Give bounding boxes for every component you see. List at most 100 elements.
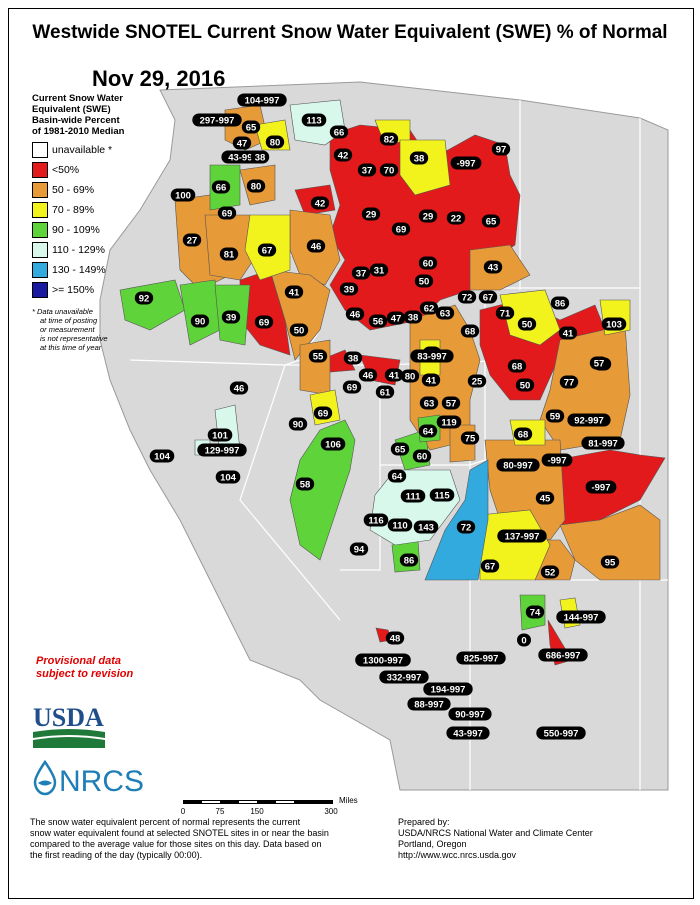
- prepared-line: USDA/NRCS National Water and Climate Cen…: [398, 828, 593, 838]
- basin-label-text: 101: [212, 430, 229, 441]
- legend-swatch: [32, 182, 48, 199]
- basin-value-label: 27: [182, 233, 202, 247]
- basin-value-label: 82: [379, 132, 399, 146]
- basin-label-badge: [384, 368, 404, 382]
- basin-label-text: 100: [175, 190, 191, 201]
- basin-value-label: 38: [403, 310, 423, 324]
- basin-label-text: 42: [338, 150, 349, 161]
- basin-label-badge: [221, 310, 241, 324]
- legend-item: 90 - 109%: [32, 222, 100, 239]
- basin-value-label: 69: [254, 315, 274, 329]
- basin-label-badge: [536, 726, 586, 740]
- nrcs-logo: NRCS: [33, 760, 144, 796]
- basin-label-badge: [541, 453, 573, 467]
- basin-label-text: 45: [540, 493, 551, 504]
- basin-label-text: 38: [414, 153, 425, 164]
- basin-value-label: 0: [517, 633, 531, 647]
- basin-value-label: 332-997: [379, 670, 429, 684]
- basin-value-label: 58: [295, 477, 315, 491]
- basin-value-label: 50: [515, 378, 535, 392]
- basin-label-badge: [320, 437, 346, 451]
- basin-label-text: 47: [391, 313, 402, 324]
- basin-label-text: 42: [315, 198, 326, 209]
- basin-label-text: 111: [406, 491, 422, 502]
- basin-label-badge: [435, 306, 455, 320]
- basin-value-label: 72: [456, 520, 476, 534]
- scale-unit: Miles: [339, 796, 358, 805]
- basin-label-text: 50: [419, 276, 430, 287]
- basin-label-text: 47: [237, 138, 248, 149]
- basin-label-badge: [421, 373, 441, 387]
- basin-label-badge: [478, 290, 498, 304]
- basin-value-label: 104-997: [237, 93, 287, 107]
- basin-value-label: 22: [446, 211, 466, 225]
- basin-label-text: 41: [389, 370, 400, 381]
- basin-value-label: 68: [460, 324, 480, 338]
- basin-label-badge: [211, 180, 231, 194]
- basin-label-text: 29: [423, 211, 434, 222]
- basin-label-badge: [308, 349, 328, 363]
- basin-label-badge: [540, 565, 560, 579]
- basin-label-badge: [419, 396, 439, 410]
- basin-label-badge: [483, 260, 503, 274]
- legend-label: >= 150%: [52, 284, 95, 296]
- basin-label-badge: [418, 256, 438, 270]
- basin-value-label: 106: [320, 437, 346, 451]
- basin-label-badge: [379, 132, 399, 146]
- basin-value-label: 113: [301, 113, 327, 127]
- usda-logo-text: USDA: [33, 704, 104, 732]
- basin-value-label: 38: [250, 150, 270, 164]
- basin-label-badge: [219, 247, 239, 261]
- basin-label-text: 43-997: [453, 728, 483, 739]
- basin-label-badge: [581, 436, 625, 450]
- basin-label-badge: [342, 380, 362, 394]
- basin-value-label: 50: [414, 274, 434, 288]
- basin-value-label: 69: [342, 380, 362, 394]
- legend-swatch: [32, 282, 48, 299]
- prepared-by: Prepared by: USDA/NRCS National Water an…: [398, 817, 658, 861]
- basin-label-text: 116: [368, 515, 383, 526]
- basin-label-badge: [379, 670, 429, 684]
- basin-label-badge: [441, 396, 461, 410]
- prepared-line: http://www.wcc.nrcs.usda.gov: [398, 850, 517, 860]
- basin-label-badge: [460, 431, 480, 445]
- basin-label-text: 143: [418, 522, 434, 533]
- water-drop-icon: [33, 760, 57, 796]
- basin-label-text: 75: [465, 433, 476, 444]
- legend-title-line: Current Snow Water: [32, 93, 123, 104]
- basin-label-text: 106: [325, 439, 341, 450]
- basin-value-label: 101: [207, 428, 233, 442]
- basin-label-text: 50: [294, 325, 305, 336]
- basin-label-badge: [369, 263, 389, 277]
- basin-value-label: 72: [457, 290, 477, 304]
- legend-note-line: at this time of year: [40, 343, 102, 352]
- caption-line: compared to the average value for those …: [30, 839, 322, 849]
- basin-label-badge: [600, 555, 620, 569]
- basin-label-text: 0: [521, 635, 526, 646]
- basin-value-label: 41: [421, 373, 441, 387]
- basin-value-label: 1300-997: [355, 653, 411, 667]
- basin-label-badge: [357, 163, 377, 177]
- basin-value-label: 50: [517, 317, 537, 331]
- basin-value-label: 66: [329, 125, 349, 139]
- basin-label-text: 60: [417, 451, 428, 462]
- basin-value-label: 38: [409, 151, 429, 165]
- basin-value-label: 90: [288, 417, 308, 431]
- basin-label-text: 69: [396, 224, 407, 235]
- basin-value-label: 80-997: [496, 458, 540, 472]
- caption-line: snow water equivalent found at selected …: [30, 828, 329, 838]
- basin-label-text: 43: [488, 262, 499, 273]
- basin-label-badge: [414, 274, 434, 288]
- legend-item: 110 - 129%: [32, 242, 105, 259]
- basin-value-label: 104: [215, 470, 241, 484]
- basin-label-text: 72: [461, 522, 472, 533]
- basin-label-badge: [525, 605, 545, 619]
- basin-label-badge: [343, 351, 363, 365]
- basin-value-label: 71: [495, 306, 515, 320]
- basin-value-label: -997: [585, 480, 617, 494]
- basin-value-label: 29: [361, 207, 381, 221]
- basin-label-text: 37: [362, 165, 373, 176]
- basin-label-badge: [535, 491, 555, 505]
